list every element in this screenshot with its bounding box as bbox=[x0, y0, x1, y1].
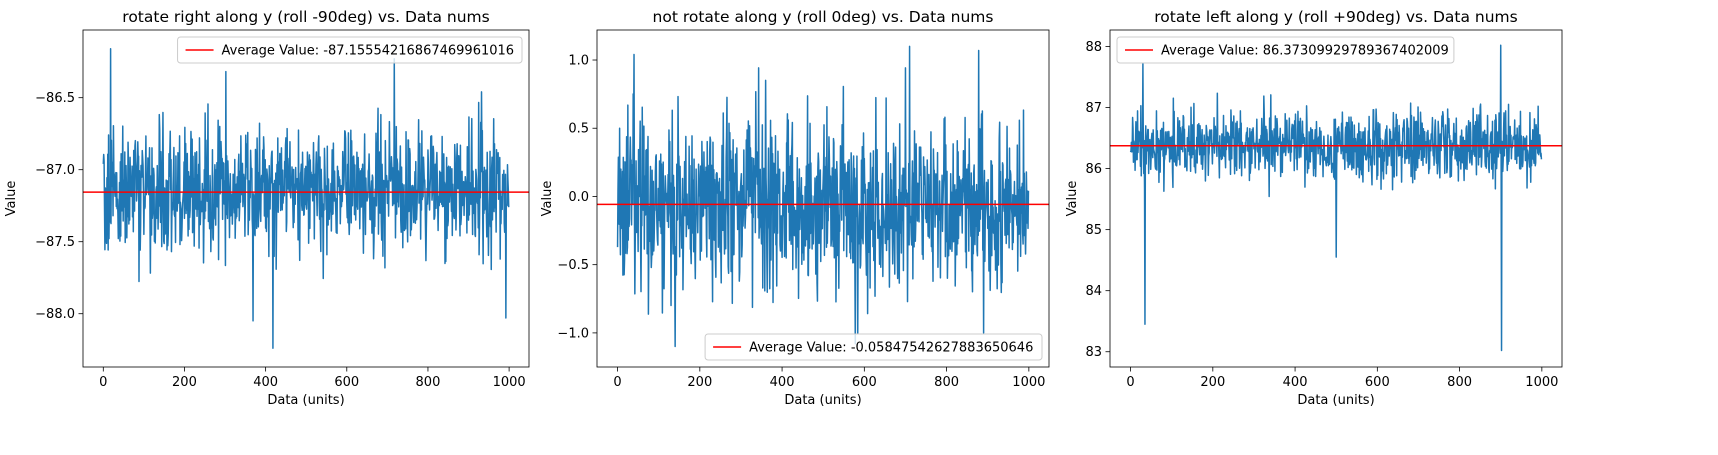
y-tick-label: −86.5 bbox=[35, 91, 75, 106]
legend-label: Average Value: -87.15554216867469961016 bbox=[222, 44, 515, 59]
x-tick-label: 1000 bbox=[1012, 375, 1045, 390]
x-tick-label: 200 bbox=[172, 375, 197, 390]
y-tick-label: 1.0 bbox=[568, 54, 589, 69]
y-axis-label: Value bbox=[4, 181, 19, 217]
legend: Average Value: -87.15554216867469961016 bbox=[177, 36, 523, 64]
chart-3: 0 200 400 600 800 1000 83 84 85 86 87 88 rotate left… bbox=[1065, 8, 1563, 408]
y-tick-label: −87.5 bbox=[35, 235, 75, 250]
x-tick-label: 400 bbox=[770, 375, 795, 390]
legend-label: Average Value: 86.37309929789367402009 bbox=[1161, 44, 1449, 59]
x-tick-label: 1000 bbox=[493, 375, 526, 390]
y-tick-label: 83 bbox=[1085, 345, 1102, 360]
chart-title: rotate left along y (roll +90deg) vs. Da… bbox=[1154, 8, 1518, 26]
y-tick-label: 0.0 bbox=[568, 190, 589, 205]
x-tick-label: 1000 bbox=[1525, 375, 1558, 390]
legend: Average Value: 86.37309929789367402009 bbox=[1116, 36, 1455, 64]
x-tick-label: 0 bbox=[99, 375, 107, 390]
y-tick-label: 0.5 bbox=[568, 122, 589, 137]
x-tick-label: 600 bbox=[334, 375, 359, 390]
plot-frame bbox=[596, 29, 1050, 368]
y-tick-label: 84 bbox=[1085, 284, 1102, 299]
x-tick-label: 200 bbox=[1200, 375, 1225, 390]
chart-title: rotate right along y (roll -90deg) vs. D… bbox=[122, 8, 489, 26]
chart-2: 0 200 400 600 800 1000 −1.0 −0.5 0.0 0.5 1.0 not ro… bbox=[540, 8, 1050, 408]
legend-box bbox=[177, 36, 523, 64]
y-axis-label: Value bbox=[1065, 181, 1080, 217]
y-tick-label: 87 bbox=[1085, 101, 1102, 116]
y-tick-label: 85 bbox=[1085, 223, 1102, 238]
legend-box bbox=[1116, 36, 1455, 64]
y-tick-label: −1.0 bbox=[557, 326, 589, 341]
x-tick-label: 200 bbox=[687, 375, 712, 390]
plot-frame bbox=[1109, 29, 1563, 368]
x-tick-label: 0 bbox=[613, 375, 621, 390]
y-tick-label: 86 bbox=[1085, 162, 1102, 177]
data-series-line bbox=[616, 45, 1030, 348]
y-tick-label: −0.5 bbox=[557, 258, 589, 273]
x-tick-label: 800 bbox=[1447, 375, 1472, 390]
x-axis-label: Data (units) bbox=[1297, 393, 1374, 408]
y-tick-label: −87.0 bbox=[35, 163, 75, 178]
y-axis-label: Value bbox=[540, 181, 555, 217]
x-axis-label: Data (units) bbox=[784, 393, 861, 408]
data-series-line bbox=[102, 47, 510, 350]
x-tick-label: 400 bbox=[253, 375, 278, 390]
y-tick-label: 88 bbox=[1085, 40, 1102, 55]
x-tick-label: 800 bbox=[934, 375, 959, 390]
legend: Average Value: -0.05847542627883650646 bbox=[704, 333, 1043, 361]
chart-1: 0 200 400 600 800 1000 −88.0 −87.5 −87.0 −86.5 rot… bbox=[4, 8, 530, 408]
x-tick-label: 400 bbox=[1283, 375, 1308, 390]
plot-frame bbox=[82, 29, 530, 368]
legend-box bbox=[704, 333, 1043, 361]
legend-label: Average Value: -0.05847542627883650646 bbox=[749, 341, 1033, 356]
data-series-line bbox=[1129, 44, 1543, 352]
x-tick-label: 800 bbox=[416, 375, 441, 390]
x-tick-label: 0 bbox=[1126, 375, 1134, 390]
chart-title: not rotate along y (roll 0deg) vs. Data … bbox=[653, 8, 994, 26]
x-axis-label: Data (units) bbox=[267, 393, 344, 408]
x-tick-label: 600 bbox=[852, 375, 877, 390]
x-tick-label: 600 bbox=[1365, 375, 1390, 390]
y-tick-label: −88.0 bbox=[35, 307, 75, 322]
